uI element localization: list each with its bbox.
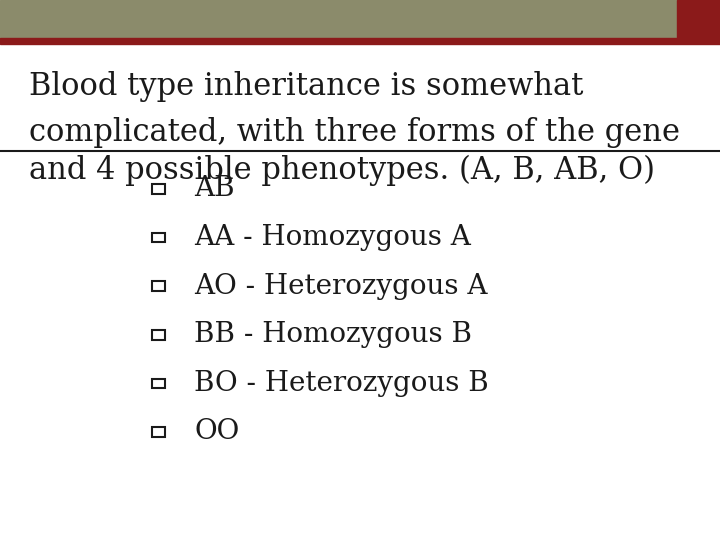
- Bar: [677, 0, 720, 38]
- Text: AO - Heterozygous A: AO - Heterozygous A: [194, 273, 488, 300]
- Bar: [0, 38, 720, 44]
- Bar: [152, 233, 165, 242]
- Text: BO - Heterozygous B: BO - Heterozygous B: [194, 370, 489, 397]
- Text: and 4 possible phenotypes. (A, B, AB, O): and 4 possible phenotypes. (A, B, AB, O): [29, 154, 654, 186]
- Text: BB - Homozygous B: BB - Homozygous B: [194, 321, 472, 348]
- Text: OO: OO: [194, 418, 240, 445]
- Text: complicated, with three forms of the gene: complicated, with three forms of the gen…: [29, 117, 680, 148]
- Bar: [152, 184, 165, 194]
- Text: AB: AB: [194, 176, 235, 202]
- Bar: [152, 330, 165, 340]
- Text: Blood type inheritance is somewhat: Blood type inheritance is somewhat: [29, 71, 583, 102]
- Text: AA - Homozygous A: AA - Homozygous A: [194, 224, 472, 251]
- Bar: [152, 281, 165, 291]
- Bar: [152, 379, 165, 388]
- Bar: [152, 427, 165, 437]
- Bar: [0, 0, 677, 38]
